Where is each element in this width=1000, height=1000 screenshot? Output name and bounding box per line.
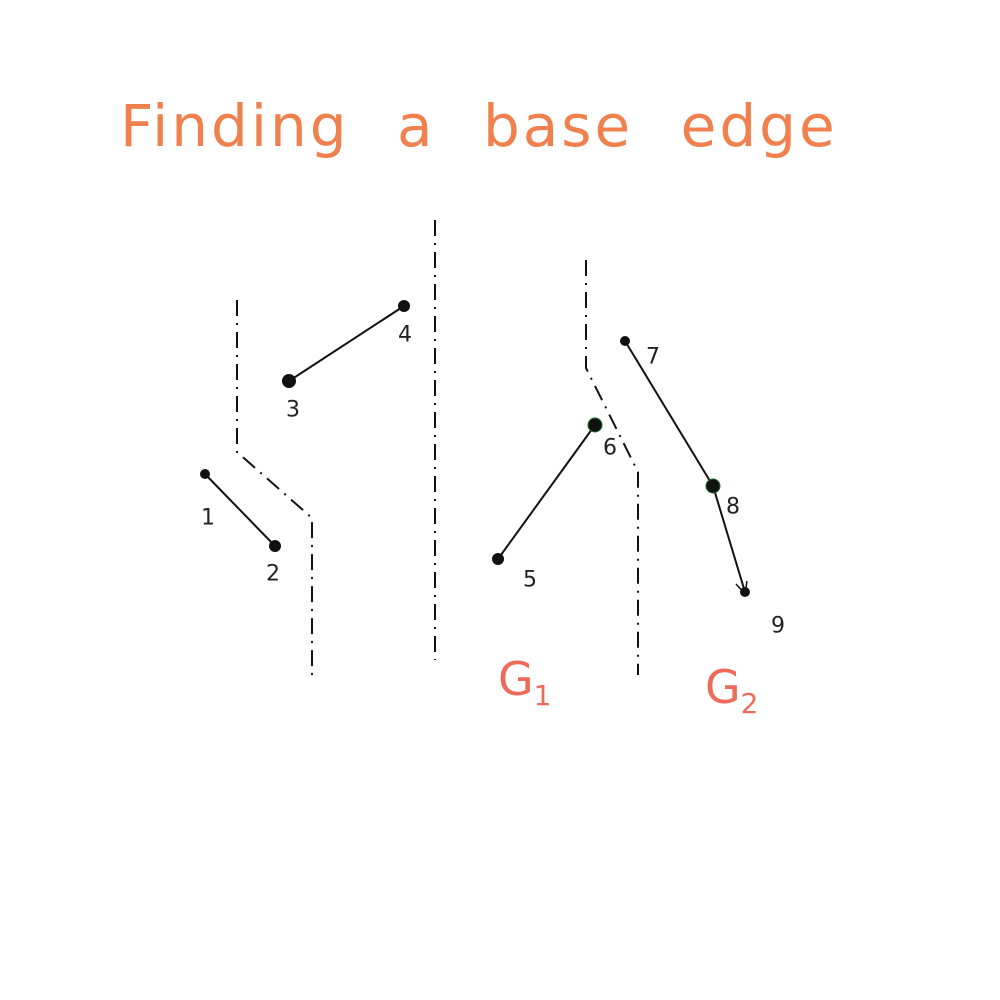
group-subscript: 2 [740, 687, 759, 721]
point-9 [740, 587, 750, 597]
point-label-6: 6 [603, 435, 617, 461]
divider-line-right [585, 260, 639, 675]
point-label-4: 4 [398, 322, 412, 348]
point-7 [620, 336, 630, 346]
edge-5-6 [497, 424, 596, 560]
point-4 [398, 300, 410, 312]
edge-3-4 [288, 305, 405, 382]
point-8 [705, 478, 721, 494]
point-label-3: 3 [286, 397, 300, 423]
divider-line-left [236, 300, 313, 680]
point-label-1: 1 [201, 505, 215, 531]
point-1 [200, 469, 210, 479]
group-subscript: 1 [533, 679, 552, 713]
point-label-5: 5 [523, 567, 537, 593]
group-label-g2: G2 [705, 660, 758, 720]
diagram-title: Finding a base edge [120, 92, 838, 160]
group-letter: G [498, 652, 534, 706]
point-label-7: 7 [646, 344, 660, 370]
edge-7-8 [624, 340, 714, 487]
edge-8-9 [712, 485, 746, 593]
group-label-g1: G1 [498, 652, 551, 712]
point-label-2: 2 [266, 561, 280, 587]
point-2 [269, 540, 281, 552]
point-6 [587, 417, 603, 433]
point-5 [492, 553, 504, 565]
point-label-9: 9 [771, 613, 785, 639]
point-3 [282, 374, 296, 388]
edge-1-2 [204, 473, 276, 547]
point-label-8: 8 [726, 494, 740, 520]
group-letter: G [705, 660, 741, 714]
